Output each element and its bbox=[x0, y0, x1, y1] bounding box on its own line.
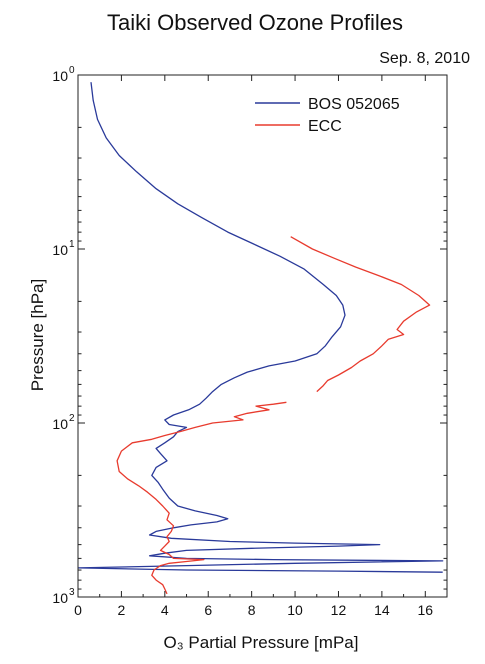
legend: BOS 052065 ECC bbox=[255, 96, 400, 135]
y-tick-label: 10 bbox=[52, 416, 68, 432]
plot-frame bbox=[77, 74, 448, 598]
y-tick-label: 10 bbox=[52, 242, 68, 258]
x-axis-label: O₃ Partial Pressure [mPa] bbox=[164, 633, 359, 652]
y-tick-exponent: 1 bbox=[69, 239, 75, 250]
x-tick-label: 8 bbox=[248, 602, 256, 618]
x-tick-label: 4 bbox=[161, 602, 169, 618]
y-tick-label: 10 bbox=[52, 68, 68, 84]
y-tick-label: 10 bbox=[52, 590, 68, 606]
legend-label: ECC bbox=[308, 118, 342, 135]
legend-label: BOS 052065 bbox=[308, 96, 400, 113]
x-tick-label: 14 bbox=[374, 602, 390, 618]
x-tick-label: 2 bbox=[118, 602, 126, 618]
chart-title: Taiki Observed Ozone Profiles bbox=[107, 10, 403, 35]
series-line-bos-052065 bbox=[78, 82, 444, 573]
x-tick-label: 6 bbox=[204, 602, 212, 618]
y-tick-exponent: 2 bbox=[69, 413, 75, 424]
x-tick-label: 0 bbox=[74, 602, 82, 618]
plot-area bbox=[78, 82, 444, 595]
y-tick-exponent: 3 bbox=[69, 587, 75, 598]
series-line-ecc-lower bbox=[116, 401, 287, 595]
x-tick-label: 10 bbox=[287, 602, 303, 618]
y-axis-label: Pressure [hPa] bbox=[28, 279, 47, 391]
x-axis: 0 2 4 6 8 10 12 14 16 bbox=[74, 75, 433, 618]
y-tick-exponent: 0 bbox=[69, 65, 75, 76]
chart-subtitle: Sep. 8, 2010 bbox=[379, 50, 470, 67]
x-tick-label: 16 bbox=[418, 602, 434, 618]
series-line-ecc bbox=[290, 236, 431, 393]
x-tick-label: 12 bbox=[331, 602, 347, 618]
